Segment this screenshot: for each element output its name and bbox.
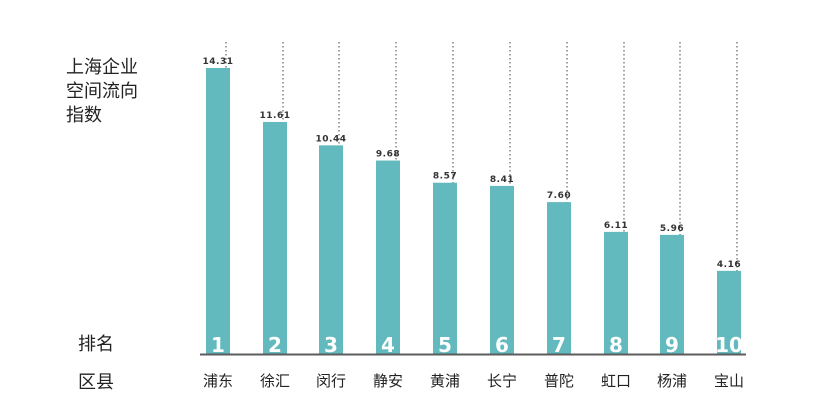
rank-row-label: 排名 <box>78 334 114 355</box>
rank-label: 7 <box>552 333 566 357</box>
rank-label: 5 <box>438 333 452 357</box>
value-label: 6.11 <box>604 221 628 231</box>
category-label: 宝山 <box>714 372 744 390</box>
bar <box>660 234 684 354</box>
category-label: 杨浦 <box>657 372 687 390</box>
title-line-3: 指数 <box>66 105 102 126</box>
rank-label: 2 <box>268 333 282 357</box>
value-label: 4.16 <box>717 260 741 270</box>
bar <box>433 182 457 354</box>
bar <box>547 202 571 354</box>
chart-title: 上海企业 空间流向 指数 <box>66 56 186 128</box>
value-label: 5.96 <box>660 224 684 234</box>
bar <box>490 185 514 354</box>
rank-label: 4 <box>381 333 395 357</box>
category-label: 闵行 <box>316 372 346 390</box>
value-label: 14.31 <box>203 57 234 67</box>
category-label: 虹口 <box>601 372 631 390</box>
bar <box>319 145 343 354</box>
category-label: 静安 <box>373 372 403 390</box>
category-label: 徐汇 <box>260 372 290 390</box>
bar <box>263 121 287 354</box>
value-label: 11.61 <box>260 111 291 121</box>
value-label: 10.44 <box>316 134 347 144</box>
rank-label: 10 <box>715 333 743 357</box>
title-line-1: 上海企业 <box>66 57 138 78</box>
rank-label: 3 <box>324 333 338 357</box>
rank-label: 9 <box>665 333 679 357</box>
category-label: 浦东 <box>203 372 233 390</box>
title-line-2: 空间流向 <box>66 81 138 102</box>
rank-label: 8 <box>609 333 623 357</box>
bar <box>717 270 741 354</box>
category-label: 长宁 <box>487 372 517 390</box>
category-label: 黄浦 <box>430 372 460 390</box>
bar <box>604 231 628 354</box>
district-row-label: 区县 <box>78 372 114 393</box>
value-label: 8.41 <box>490 175 514 185</box>
value-label: 9.68 <box>376 150 400 160</box>
value-label: 7.60 <box>547 191 571 201</box>
rank-label: 1 <box>211 333 225 357</box>
category-label: 普陀 <box>544 372 574 390</box>
bar <box>206 68 230 354</box>
value-label: 8.57 <box>433 172 457 182</box>
bar <box>376 160 400 354</box>
rank-label: 6 <box>495 333 509 357</box>
